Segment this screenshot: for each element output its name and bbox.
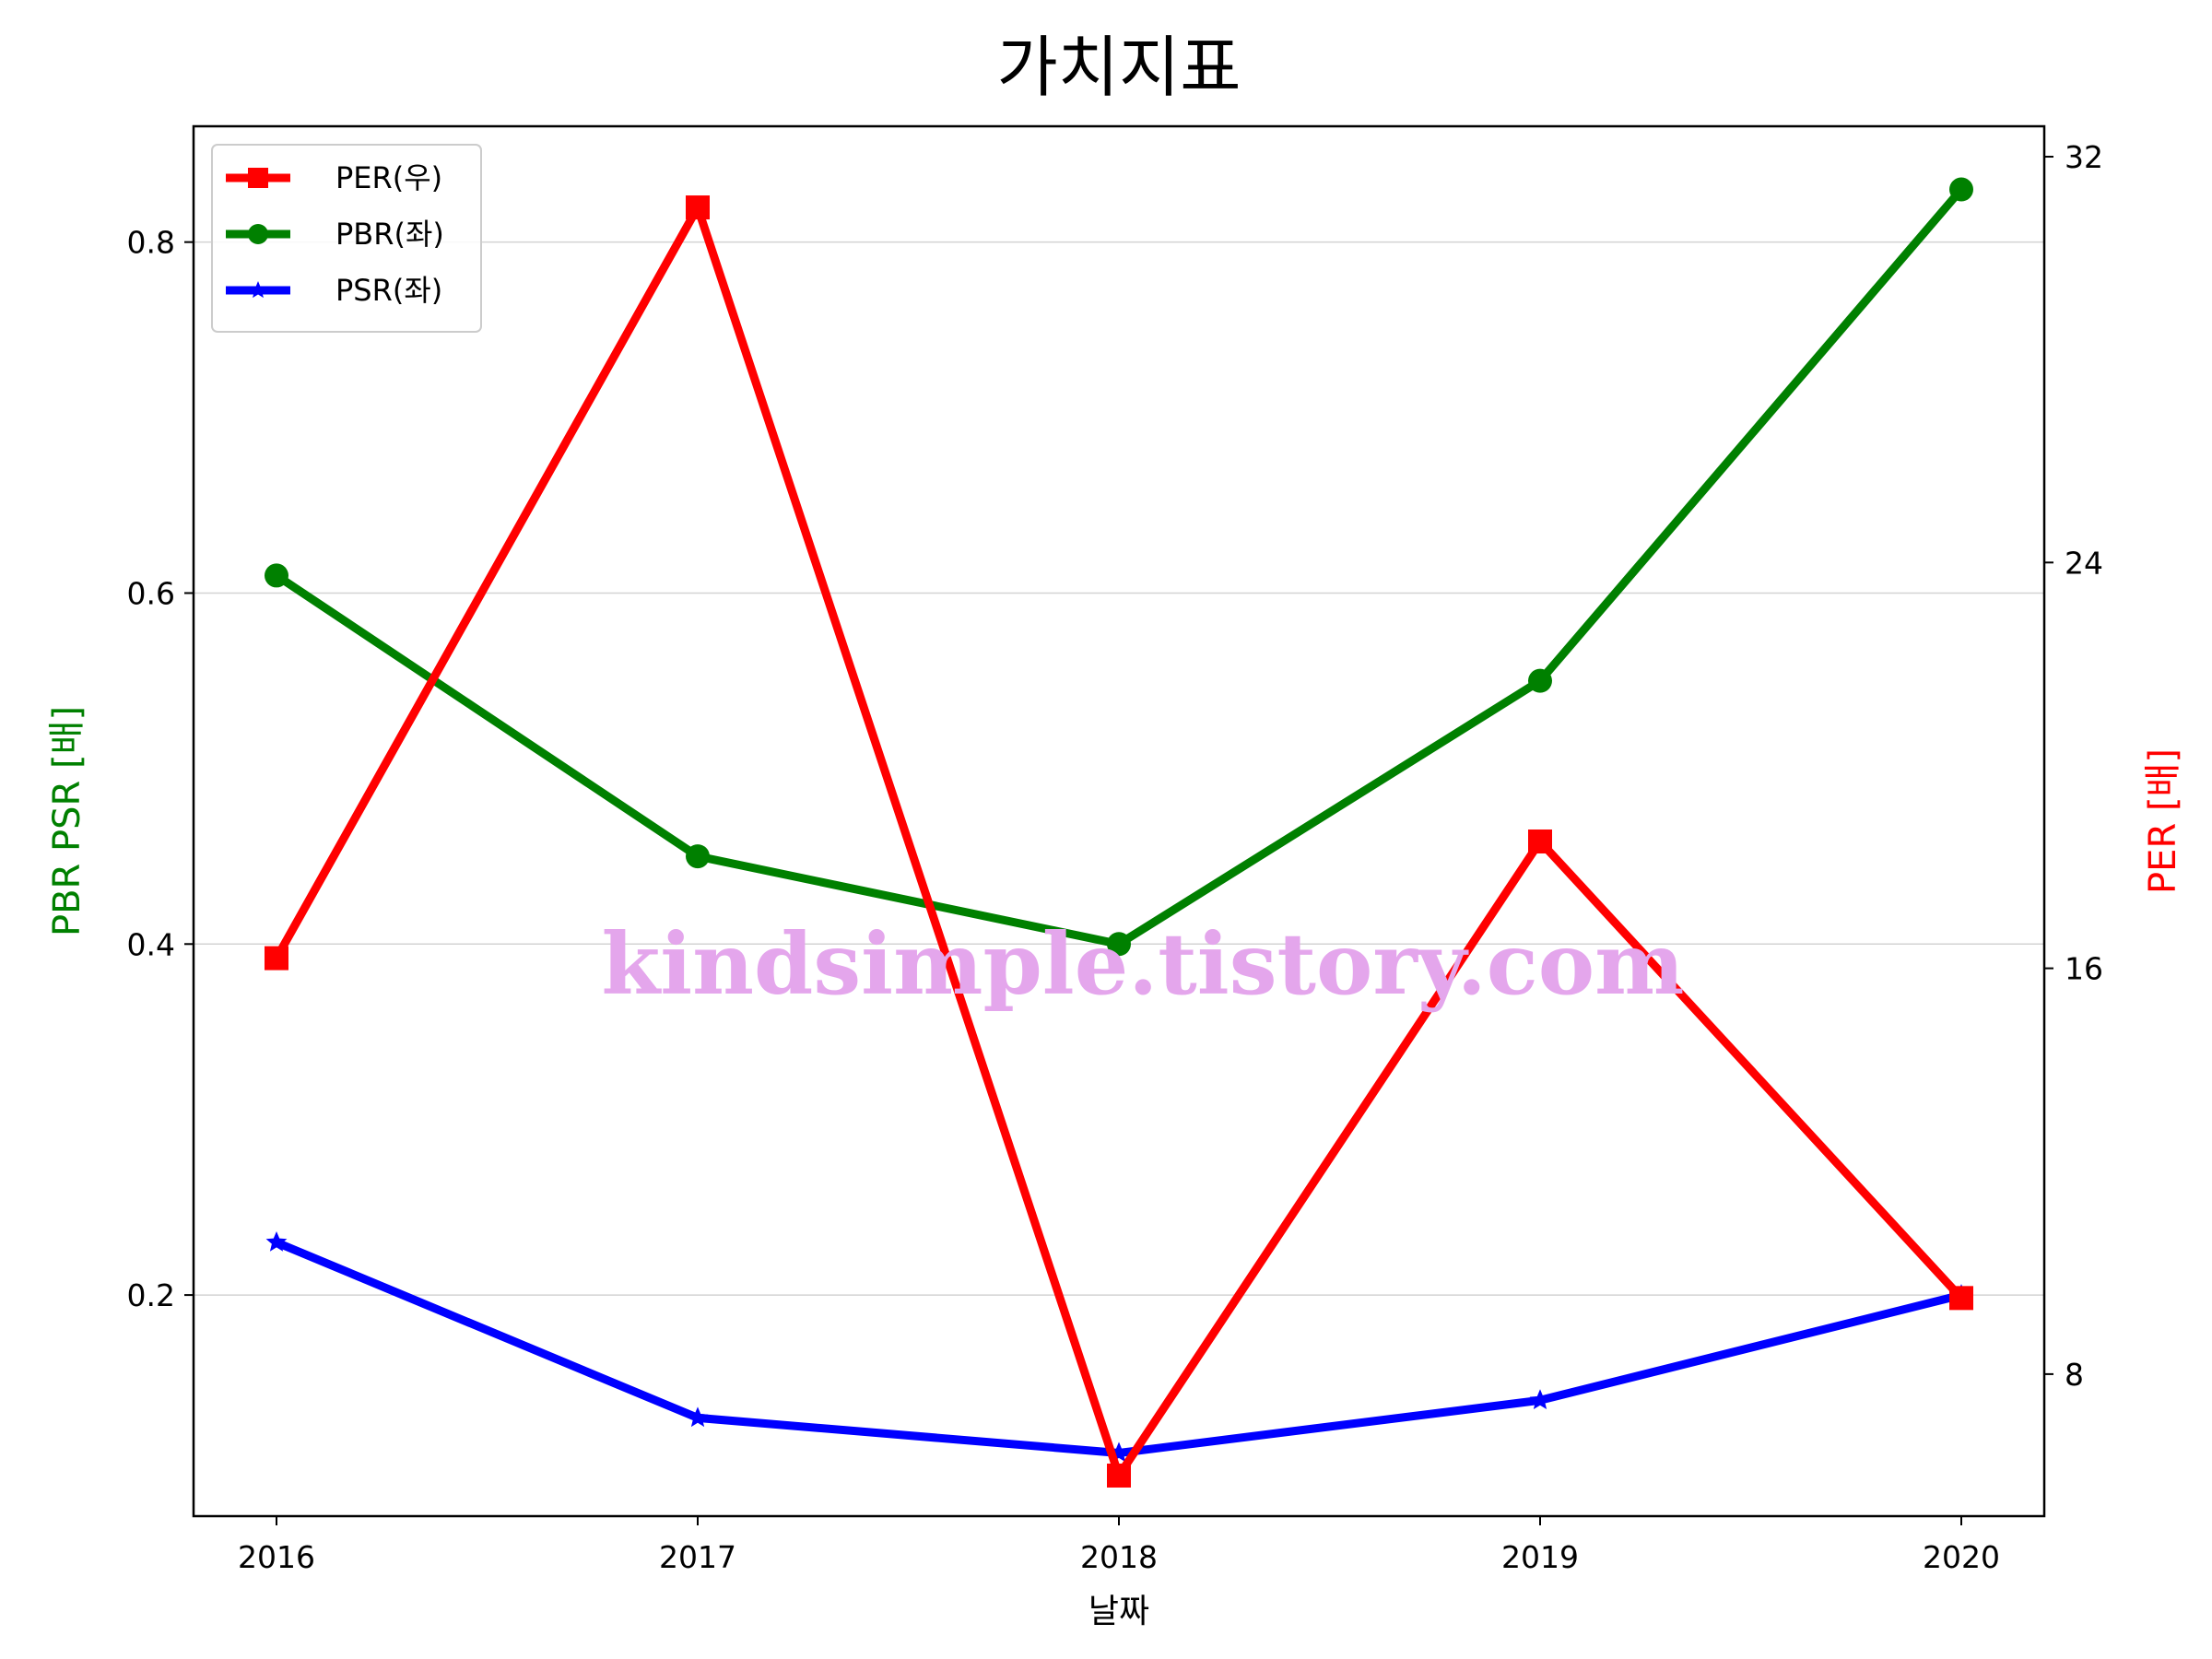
legend-item: PSR(좌) <box>226 273 442 308</box>
legend-label: PBR(좌) <box>335 217 444 252</box>
left-y-tick-label: 0.6 <box>127 575 175 611</box>
legend-item: PER(우) <box>226 160 442 195</box>
x-axis-label: 날짜 <box>1088 1593 1149 1630</box>
data-point-marker <box>1528 668 1552 693</box>
chart-title: 가치지표 <box>997 29 1241 106</box>
right-y-tick-label: 24 <box>2065 545 2103 581</box>
data-point-marker <box>686 844 710 869</box>
data-point-marker <box>1529 1389 1551 1409</box>
right-y-axis-label: PER [배] <box>2142 748 2184 894</box>
x-tick-label: 2016 <box>238 1539 315 1575</box>
data-point-marker <box>1107 1463 1131 1488</box>
legend-marker <box>249 281 267 299</box>
legend: PER(우) PBR(좌) PSR(좌) <box>211 144 482 333</box>
left-y-tick-label: 0.4 <box>127 926 175 962</box>
data-point-marker <box>265 1231 288 1252</box>
x-tick-label: 2018 <box>1080 1539 1158 1575</box>
left-y-tick-label: 0.2 <box>127 1277 175 1313</box>
data-point-marker <box>265 946 288 971</box>
x-tick-label: 2019 <box>1501 1539 1579 1575</box>
left-y-tick-label: 0.8 <box>127 225 175 261</box>
series-circle <box>265 177 1973 957</box>
data-point-marker <box>686 195 710 220</box>
legend-box <box>211 144 482 333</box>
x-tick-label: 2020 <box>1923 1539 2000 1575</box>
legend-label: PSR(좌) <box>335 273 442 308</box>
data-point-marker <box>265 563 288 588</box>
legend-marker <box>248 168 268 188</box>
right-y-tick-label: 16 <box>2065 951 2103 987</box>
watermark-text: kindsimple.tistory.com <box>601 914 1684 1014</box>
left-y-axis-label: PBR PSR [배] <box>46 706 88 936</box>
series-square <box>265 195 1973 1488</box>
right-y-tick-label: 32 <box>2065 139 2103 175</box>
data-point-marker <box>687 1406 709 1428</box>
data-point-marker <box>1949 177 1973 202</box>
data-point-marker <box>1528 830 1552 854</box>
data-point-marker <box>1949 1286 1973 1311</box>
legend-item: PBR(좌) <box>226 217 444 252</box>
data-point-marker <box>1107 932 1131 957</box>
x-tick-label: 2017 <box>659 1539 736 1575</box>
legend-marker <box>248 224 268 244</box>
legend-label: PER(우) <box>335 160 442 195</box>
right-y-tick-label: 8 <box>2065 1357 2084 1393</box>
